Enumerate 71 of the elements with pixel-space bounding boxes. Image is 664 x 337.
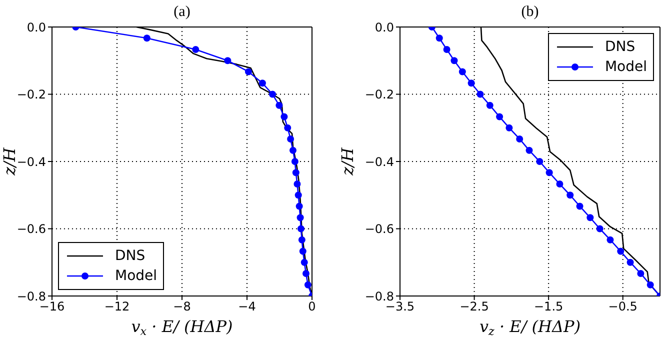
point [292, 169, 300, 176]
y-tick-label: −0.6 [364, 222, 394, 236]
point [284, 124, 292, 132]
point [280, 113, 288, 120]
point [566, 192, 574, 199]
x-tick-label: −0.5 [608, 300, 638, 314]
x-tick-label: −2.5 [460, 300, 489, 314]
legend-label: Model [604, 58, 647, 77]
y-tick-label: 0.0 [374, 20, 394, 34]
y-tick-label: −0.2 [16, 88, 46, 102]
x-tick-label: −12 [104, 300, 130, 314]
point [298, 236, 306, 244]
point [450, 57, 458, 64]
point [637, 270, 644, 277]
point [536, 158, 544, 165]
y-tick-label: −0.6 [16, 222, 46, 236]
legend-label: DNS [115, 247, 146, 266]
point [289, 146, 296, 154]
point [626, 258, 634, 266]
point [496, 113, 504, 120]
point [546, 169, 553, 176]
y-axis-title: z/H [0, 146, 19, 176]
x-tick-label: −8 [173, 300, 191, 314]
legend-label: DNS [604, 38, 636, 57]
y-tick-label: −0.4 [16, 154, 46, 169]
point [458, 68, 466, 76]
x-axis-title: v$_{x}$ · E/ (HΔP) [131, 317, 233, 337]
y-axis-title: z/H [338, 146, 357, 176]
y-tick-label: −0.4 [364, 154, 394, 169]
x-tick-label: 0 [308, 300, 316, 314]
point [296, 214, 304, 222]
point [526, 146, 533, 154]
chart-title: (a) [172, 4, 192, 21]
point [143, 34, 150, 42]
legend-label: Model [115, 267, 158, 286]
point [192, 46, 200, 54]
point [617, 248, 624, 255]
point [300, 258, 308, 266]
point [258, 80, 266, 87]
point [486, 102, 494, 109]
point [269, 90, 276, 98]
chart-title: (b) [520, 4, 540, 21]
point [304, 281, 312, 288]
point [299, 248, 306, 255]
x-axis-title: v$_{z}$ · E/ (HΔP) [479, 317, 581, 337]
point [287, 135, 294, 142]
x-tick-label: −4 [238, 300, 256, 314]
y-tick-label: −0.2 [364, 88, 394, 102]
point [294, 180, 301, 188]
point [468, 80, 475, 87]
point [476, 90, 484, 98]
point [302, 270, 310, 277]
point [436, 34, 443, 42]
point [276, 102, 283, 109]
x-tick-label: −1.5 [534, 300, 564, 314]
point [291, 158, 298, 165]
point [576, 202, 584, 210]
point [296, 202, 303, 210]
point [646, 281, 654, 288]
point [516, 135, 524, 142]
point [556, 180, 564, 188]
point [606, 236, 614, 244]
point [596, 225, 604, 232]
point [297, 225, 304, 232]
point [244, 68, 252, 76]
y-tick-label: 0.0 [26, 20, 46, 34]
point [443, 46, 450, 54]
point [294, 192, 302, 199]
point [224, 57, 232, 64]
point [506, 124, 513, 132]
point [586, 214, 594, 222]
